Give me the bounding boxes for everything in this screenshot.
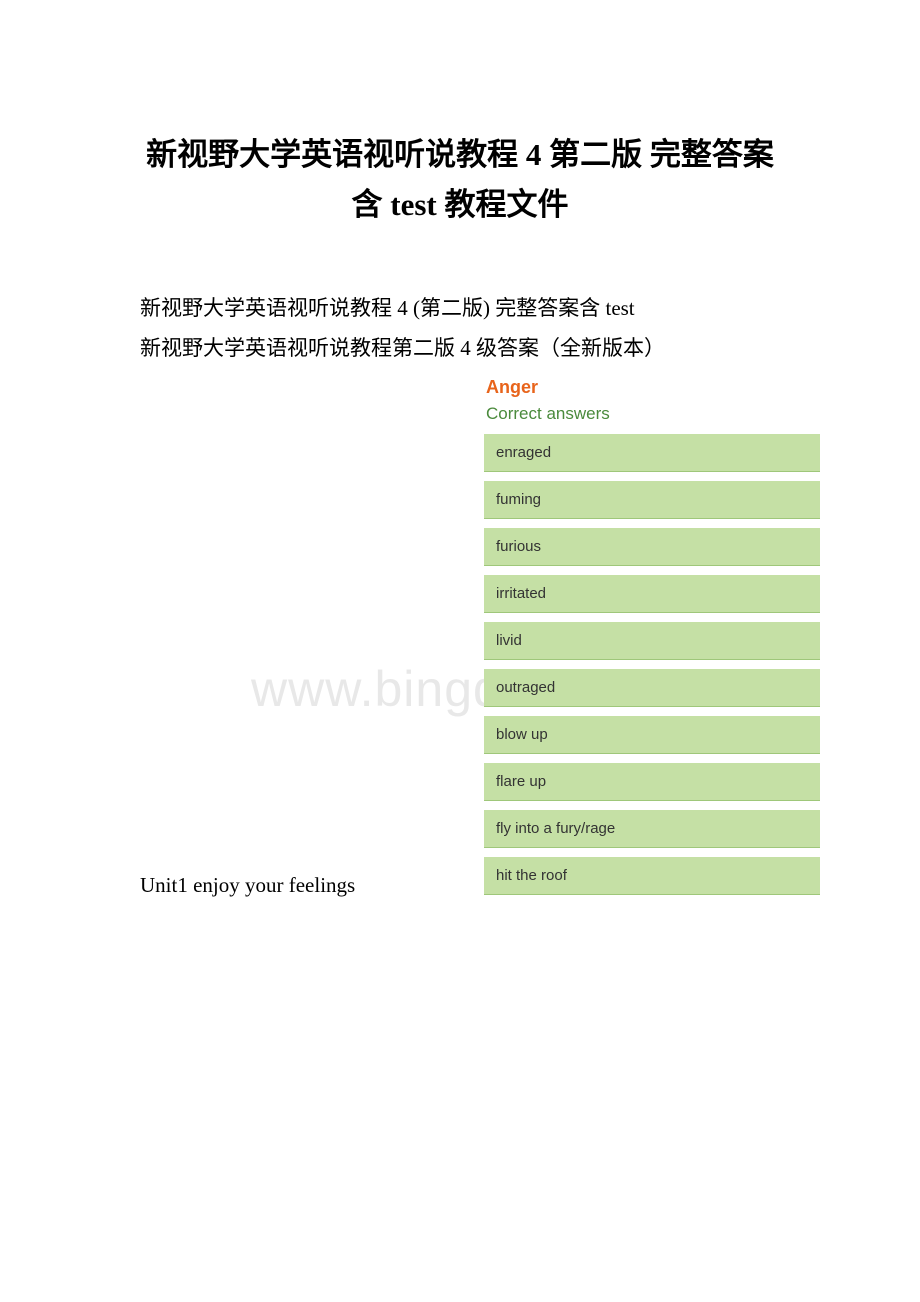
paragraph-2: 新视野大学英语视听说教程第二版 4 级答案（全新版本） <box>80 329 840 369</box>
answer-item: blow up <box>484 716 820 754</box>
answers-block: Anger Correct answers enraged fuming fur… <box>484 377 820 904</box>
title-line-2: 含 test 教程文件 <box>352 187 569 222</box>
answer-item: fly into a fury/rage <box>484 810 820 848</box>
content-row: Unit1 enjoy your feelings Anger Correct … <box>80 377 840 904</box>
answers-heading: Anger <box>484 377 820 398</box>
answer-item: fuming <box>484 481 820 519</box>
unit-caption: Unit1 enjoy your feelings <box>80 873 420 904</box>
title-line-1: 新视野大学英语视听说教程 4 第二版 完整答案 <box>146 137 774 172</box>
answer-item: hit the roof <box>484 857 820 895</box>
answer-item: livid <box>484 622 820 660</box>
answer-item: flare up <box>484 763 820 801</box>
document-page: 新视野大学英语视听说教程 4 第二版 完整答案 含 test 教程文件 新视野大… <box>0 0 920 904</box>
answer-item: furious <box>484 528 820 566</box>
answers-subheading: Correct answers <box>484 404 820 424</box>
answer-item: enraged <box>484 434 820 472</box>
answer-item: outraged <box>484 669 820 707</box>
paragraph-1: 新视野大学英语视听说教程 4 (第二版) 完整答案含 test <box>80 289 840 329</box>
answer-item: irritated <box>484 575 820 613</box>
page-title: 新视野大学英语视听说教程 4 第二版 完整答案 含 test 教程文件 <box>80 130 840 229</box>
